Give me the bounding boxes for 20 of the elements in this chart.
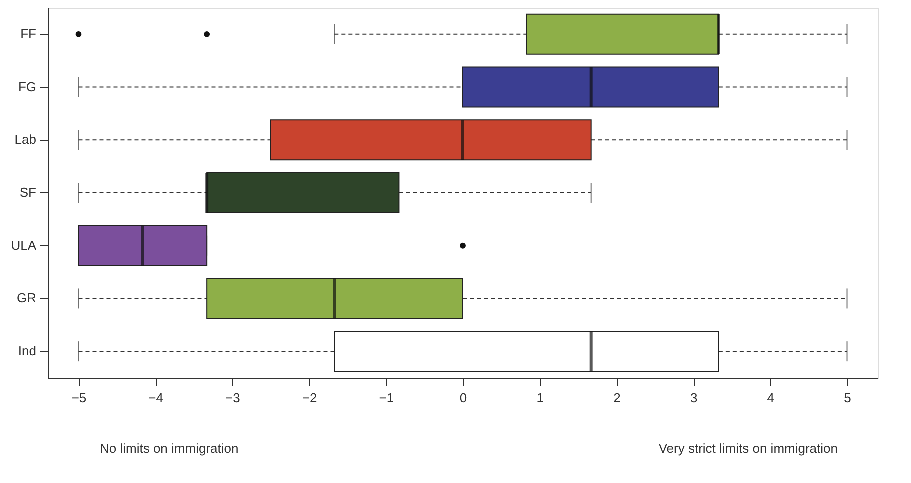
x-tick-label: 5 [844,390,852,406]
y-tick-label: FG [18,79,36,94]
x-tick-label: −1 [379,390,394,406]
y-tick-label: Ind [18,344,36,359]
y-tick-label: ULA [11,238,37,253]
x-tick-label: 2 [614,390,621,406]
x-tick-label: 4 [767,390,775,406]
x-tick-label: −5 [72,390,87,406]
y-tick-label: FF [20,26,37,42]
y-tick-label: Lab [14,132,36,148]
x-tick-label: 3 [690,390,698,406]
y-tick-label: GR [17,290,36,306]
text: No limits on immigration [100,441,239,456]
x-tick-label: −4 [148,390,164,406]
y-tick-label: SF [20,185,37,200]
x-tick-label: −3 [226,390,240,406]
text: Very strict limits on immigration [658,441,838,456]
x-tick-label: 1 [536,390,544,406]
x-tick-label: 0 [460,390,468,406]
x-tick-label: −2 [302,390,318,406]
